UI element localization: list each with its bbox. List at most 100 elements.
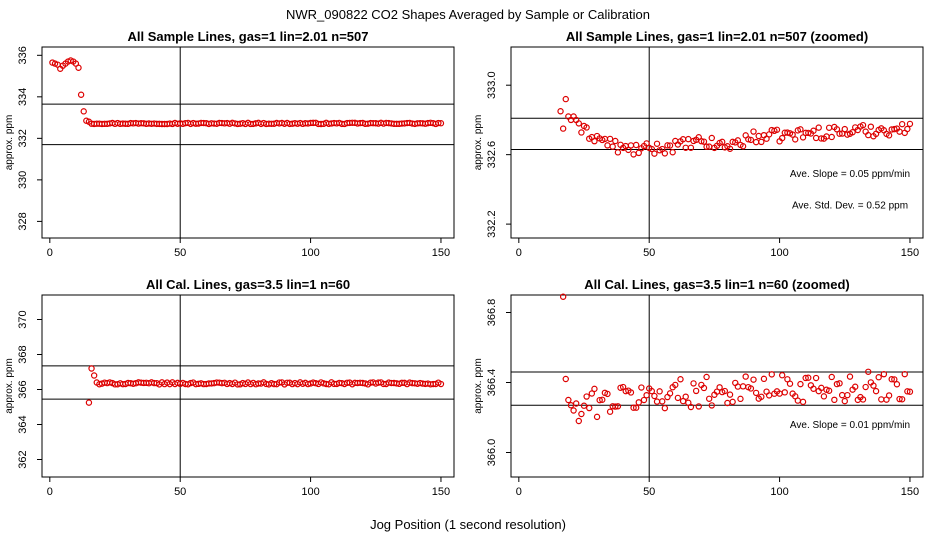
data-point: [778, 134, 786, 142]
data-point: [437, 380, 445, 388]
data-point: [820, 393, 828, 400]
data-point: [609, 143, 616, 150]
x-tick-label: 100: [770, 486, 788, 498]
y-tick-label: 330: [17, 171, 29, 189]
data-point: [867, 123, 875, 130]
y-tick-label: 364: [17, 415, 29, 433]
data-point: [828, 133, 835, 141]
data-point: [591, 385, 598, 393]
data-point: [682, 393, 689, 400]
data-point: [742, 373, 749, 380]
data-point: [651, 392, 658, 400]
y-axis-label: approx. ppm: [4, 358, 15, 414]
data-point: [630, 404, 637, 411]
data-point: [906, 120, 914, 128]
data-point: [849, 129, 856, 136]
x-tick-label: 0: [47, 247, 53, 259]
data-point: [666, 390, 674, 397]
data-point: [844, 391, 851, 399]
y-tick-label: 333.0: [486, 71, 498, 99]
data-point: [575, 417, 582, 425]
data-point: [799, 134, 807, 141]
data-point: [719, 138, 726, 146]
panel-title: All Sample Lines, gas=1 lin=2.01 n=507 (…: [566, 29, 868, 44]
data-point: [708, 134, 715, 142]
data-point: [648, 145, 656, 153]
data-point: [635, 149, 642, 157]
data-point: [739, 383, 747, 390]
data-point: [690, 380, 697, 387]
x-tick-label: 50: [643, 486, 655, 498]
data-point: [885, 392, 893, 399]
data-point: [859, 121, 867, 129]
data-point: [789, 131, 796, 138]
data-point: [825, 124, 833, 131]
data-point: [750, 128, 757, 135]
data-point: [635, 399, 642, 406]
x-tick-label: 50: [643, 247, 655, 259]
plot-frame: [510, 46, 924, 239]
x-tick-label: 150: [901, 486, 919, 498]
data-point: [828, 373, 835, 381]
data-point: [792, 136, 799, 143]
data-point: [583, 393, 590, 400]
x-tick-label: 50: [174, 486, 186, 498]
data-point: [805, 374, 812, 381]
data-point: [685, 135, 692, 143]
data-point: [572, 400, 580, 407]
data-point: [758, 393, 765, 400]
plot-frame: [41, 46, 455, 239]
x-tick-label: 100: [301, 486, 319, 498]
data-point: [276, 379, 283, 386]
data-point: [812, 374, 820, 382]
plot-frame: [41, 294, 455, 478]
data-point: [606, 408, 614, 415]
data-point: [784, 129, 791, 136]
data-point: [896, 395, 903, 403]
data-point: [570, 407, 577, 414]
panel-p4: All Cal. Lines, gas=3.5 lin=1 n=60 (zoom…: [473, 277, 924, 498]
data-point: [797, 126, 804, 133]
panel-p2: All Sample Lines, gas=1 lin=2.01 n=507 (…: [473, 29, 924, 259]
data-point: [643, 391, 650, 399]
data-point: [437, 120, 445, 127]
data-point: [559, 125, 567, 132]
data-point: [885, 132, 893, 139]
data-point: [632, 404, 640, 411]
data-point: [630, 151, 637, 158]
data-point: [674, 394, 682, 402]
data-point: [705, 395, 713, 402]
data-point: [752, 389, 760, 397]
panel-title: All Cal. Lines, gas=3.5 lin=1 n=60: [146, 277, 350, 292]
data-point: [726, 145, 734, 152]
data-point: [661, 150, 669, 157]
data-point: [698, 137, 705, 145]
data-point: [893, 381, 901, 388]
data-point: [891, 376, 898, 383]
data-point: [669, 149, 676, 156]
data-point: [695, 403, 702, 410]
data-point: [75, 64, 82, 71]
panel-p1: All Sample Lines, gas=1 lin=2.01 n=507 0 5…: [4, 29, 455, 259]
data-point: [825, 387, 833, 394]
data-point: [799, 398, 807, 406]
data-point: [838, 391, 846, 399]
data-point: [721, 387, 729, 395]
data-point: [901, 370, 908, 378]
y-tick-label: 362: [17, 450, 29, 468]
data-point: [833, 380, 841, 388]
data-point: [831, 396, 838, 404]
x-axis-label: Jog Position (1 second resolution): [370, 517, 566, 532]
data-point: [703, 143, 710, 150]
data-point: [666, 142, 674, 149]
data-point: [559, 293, 567, 300]
y-tick-label: 332: [17, 129, 29, 147]
data-point: [562, 95, 569, 103]
x-tick-label: 0: [516, 247, 522, 259]
data-point: [565, 396, 572, 404]
data-point: [810, 127, 817, 134]
y-tick-label: 366.8: [486, 299, 498, 327]
data-point: [85, 399, 93, 406]
data-point: [591, 137, 598, 145]
